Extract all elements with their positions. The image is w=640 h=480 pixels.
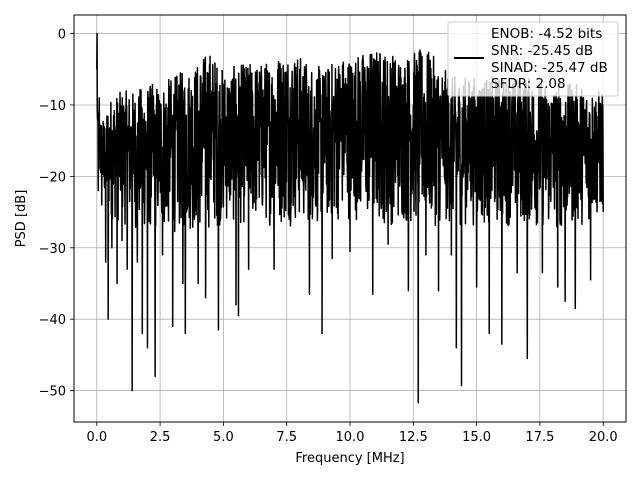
y-axis-label: PSD [dB] (14, 190, 29, 248)
x-tick-label: 12.5 (399, 430, 428, 445)
legend-entry-sfdr: SFDR: 2.08 (491, 76, 566, 92)
legend-entry-snr: SNR: -25.45 dB (491, 43, 593, 59)
legend: ENOB: -4.52 bits SNR: -25.45 dB SINAD: -… (447, 21, 619, 97)
legend-entry-enob: ENOB: -4.52 bits (491, 26, 602, 42)
legend-entry-sinad: SINAD: -25.47 dB (491, 60, 608, 76)
y-tick-label: −40 (39, 313, 66, 328)
y-tick-label: −10 (39, 99, 66, 114)
y-tick-label: 0 (58, 28, 66, 43)
x-tick-label: 17.5 (525, 430, 554, 445)
legend-box (447, 21, 619, 97)
x-tick-label: 2.5 (150, 430, 171, 445)
ticks: 0.0 2.5 5.0 7.5 10.0 12.5 15.0 17.5 20.0 0 −10 −20 −… (39, 28, 618, 445)
y-tick-label: −50 (39, 385, 66, 400)
x-tick-label: 5.0 (213, 430, 234, 445)
x-tick-label: 15.0 (462, 430, 491, 445)
series-layer (96, 32, 604, 404)
x-tick-label: 20.0 (589, 430, 618, 445)
x-tick-label: 10.0 (336, 430, 365, 445)
x-tick-label: 7.5 (276, 430, 297, 445)
psd-series-line (96, 32, 604, 404)
y-tick-label: −20 (39, 170, 66, 185)
x-axis-label: Frequency [MHz] (295, 451, 404, 466)
y-tick-label: −30 (39, 242, 66, 257)
x-tick-label: 0.0 (86, 430, 107, 445)
